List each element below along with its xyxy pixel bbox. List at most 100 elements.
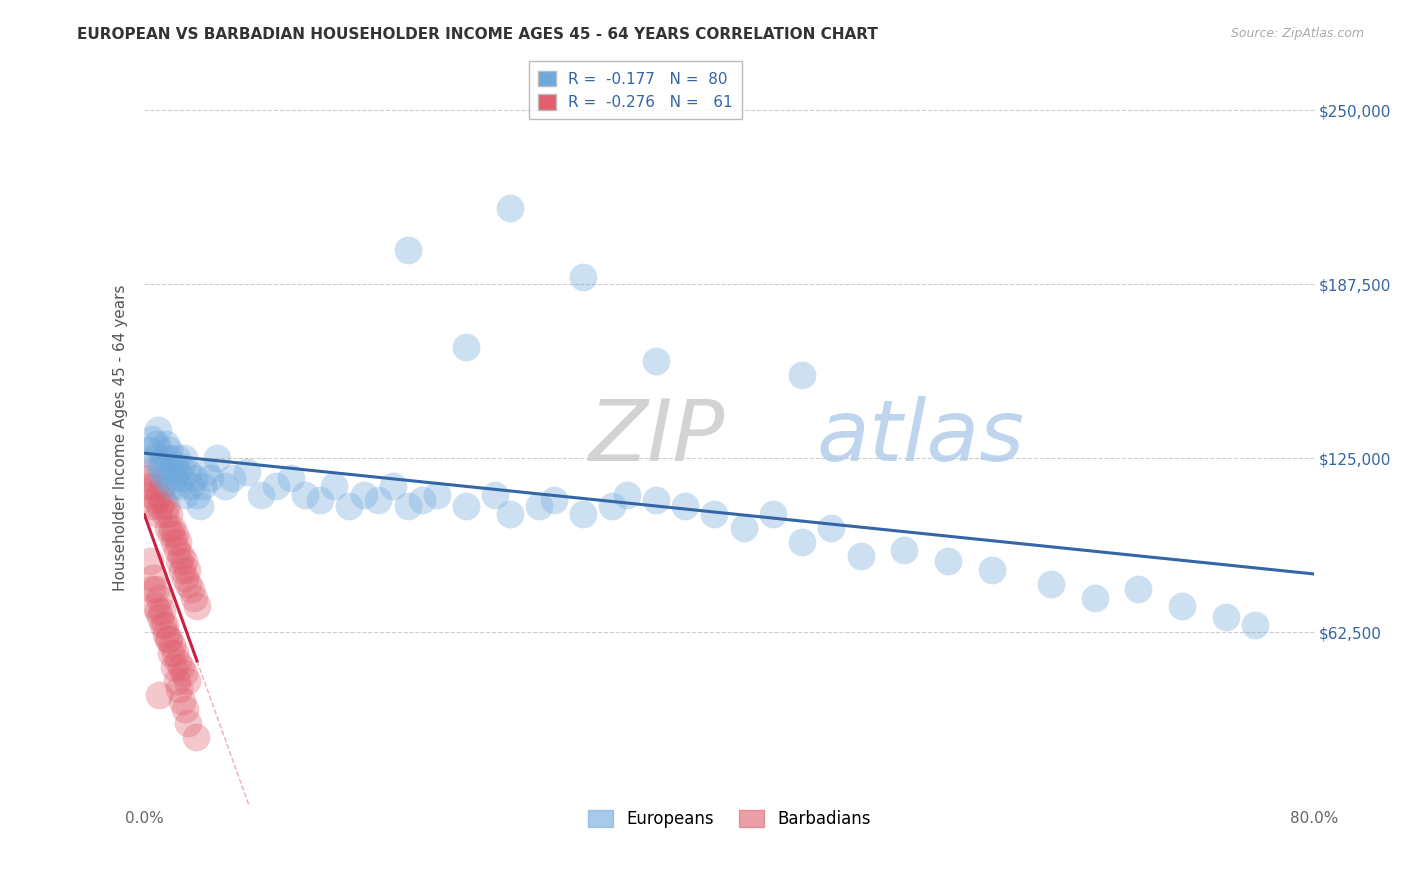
Point xyxy=(177,715,200,730)
Point xyxy=(762,507,785,521)
Point xyxy=(936,554,959,568)
Point xyxy=(849,549,872,563)
Point xyxy=(167,534,190,549)
Point xyxy=(172,471,194,485)
Point xyxy=(173,665,195,680)
Point xyxy=(170,459,193,474)
Point xyxy=(543,493,565,508)
Point xyxy=(172,693,194,707)
Point xyxy=(149,459,172,474)
Point xyxy=(411,493,433,508)
Point xyxy=(176,563,198,577)
Point xyxy=(703,507,725,521)
Legend: Europeans, Barbadians: Europeans, Barbadians xyxy=(581,804,877,835)
Point xyxy=(337,499,360,513)
Point xyxy=(143,451,166,466)
Point xyxy=(153,618,176,632)
Point xyxy=(141,582,163,597)
Point xyxy=(146,507,169,521)
Point xyxy=(645,493,668,508)
Point xyxy=(308,493,330,508)
Point xyxy=(792,534,814,549)
Point xyxy=(645,354,668,368)
Point xyxy=(146,424,169,438)
Point xyxy=(148,688,170,702)
Point xyxy=(170,660,193,674)
Point xyxy=(174,487,197,501)
Point xyxy=(221,471,243,485)
Point xyxy=(893,543,915,558)
Point xyxy=(264,479,287,493)
Point xyxy=(186,599,208,613)
Point xyxy=(155,626,177,640)
Point xyxy=(174,702,197,716)
Point xyxy=(792,368,814,382)
Point xyxy=(176,674,198,689)
Point xyxy=(139,554,162,568)
Point xyxy=(616,487,638,501)
Point xyxy=(157,507,180,521)
Point xyxy=(167,465,190,479)
Point xyxy=(280,471,302,485)
Point xyxy=(1039,576,1062,591)
Point xyxy=(149,499,172,513)
Point xyxy=(162,534,184,549)
Point xyxy=(155,499,177,513)
Point xyxy=(188,499,211,513)
Point xyxy=(139,465,162,479)
Point xyxy=(1215,610,1237,624)
Point xyxy=(1171,599,1194,613)
Point xyxy=(191,479,214,493)
Point xyxy=(145,493,167,508)
Point xyxy=(198,471,221,485)
Point xyxy=(165,646,187,660)
Point xyxy=(180,582,202,597)
Point xyxy=(148,487,170,501)
Point xyxy=(353,487,375,501)
Point xyxy=(152,451,174,466)
Point xyxy=(733,521,755,535)
Point xyxy=(155,437,177,451)
Point xyxy=(148,591,170,605)
Point xyxy=(572,270,595,285)
Point xyxy=(294,487,316,501)
Point xyxy=(235,465,257,479)
Point xyxy=(454,340,477,354)
Point xyxy=(169,479,191,493)
Point xyxy=(152,618,174,632)
Point xyxy=(169,682,191,697)
Point xyxy=(145,437,167,451)
Point xyxy=(484,487,506,501)
Point xyxy=(157,632,180,647)
Point xyxy=(207,451,229,466)
Point xyxy=(156,521,179,535)
Point xyxy=(152,493,174,508)
Point xyxy=(381,479,404,493)
Point xyxy=(150,465,173,479)
Point xyxy=(426,487,449,501)
Text: EUROPEAN VS BARBADIAN HOUSEHOLDER INCOME AGES 45 - 64 YEARS CORRELATION CHART: EUROPEAN VS BARBADIAN HOUSEHOLDER INCOME… xyxy=(77,27,879,42)
Point xyxy=(177,576,200,591)
Point xyxy=(165,471,187,485)
Point xyxy=(157,442,180,457)
Text: ZIP: ZIP xyxy=(589,396,725,479)
Point xyxy=(136,471,159,485)
Point xyxy=(183,471,205,485)
Point xyxy=(159,646,181,660)
Point xyxy=(138,479,160,493)
Point xyxy=(527,499,550,513)
Point xyxy=(173,554,195,568)
Point xyxy=(170,549,193,563)
Point xyxy=(153,507,176,521)
Point xyxy=(160,638,183,652)
Point xyxy=(1128,582,1150,597)
Point xyxy=(323,479,346,493)
Point xyxy=(1244,618,1267,632)
Point xyxy=(162,459,184,474)
Point xyxy=(396,499,419,513)
Point xyxy=(250,487,273,501)
Point xyxy=(173,451,195,466)
Point xyxy=(150,605,173,619)
Point xyxy=(454,499,477,513)
Point xyxy=(572,507,595,521)
